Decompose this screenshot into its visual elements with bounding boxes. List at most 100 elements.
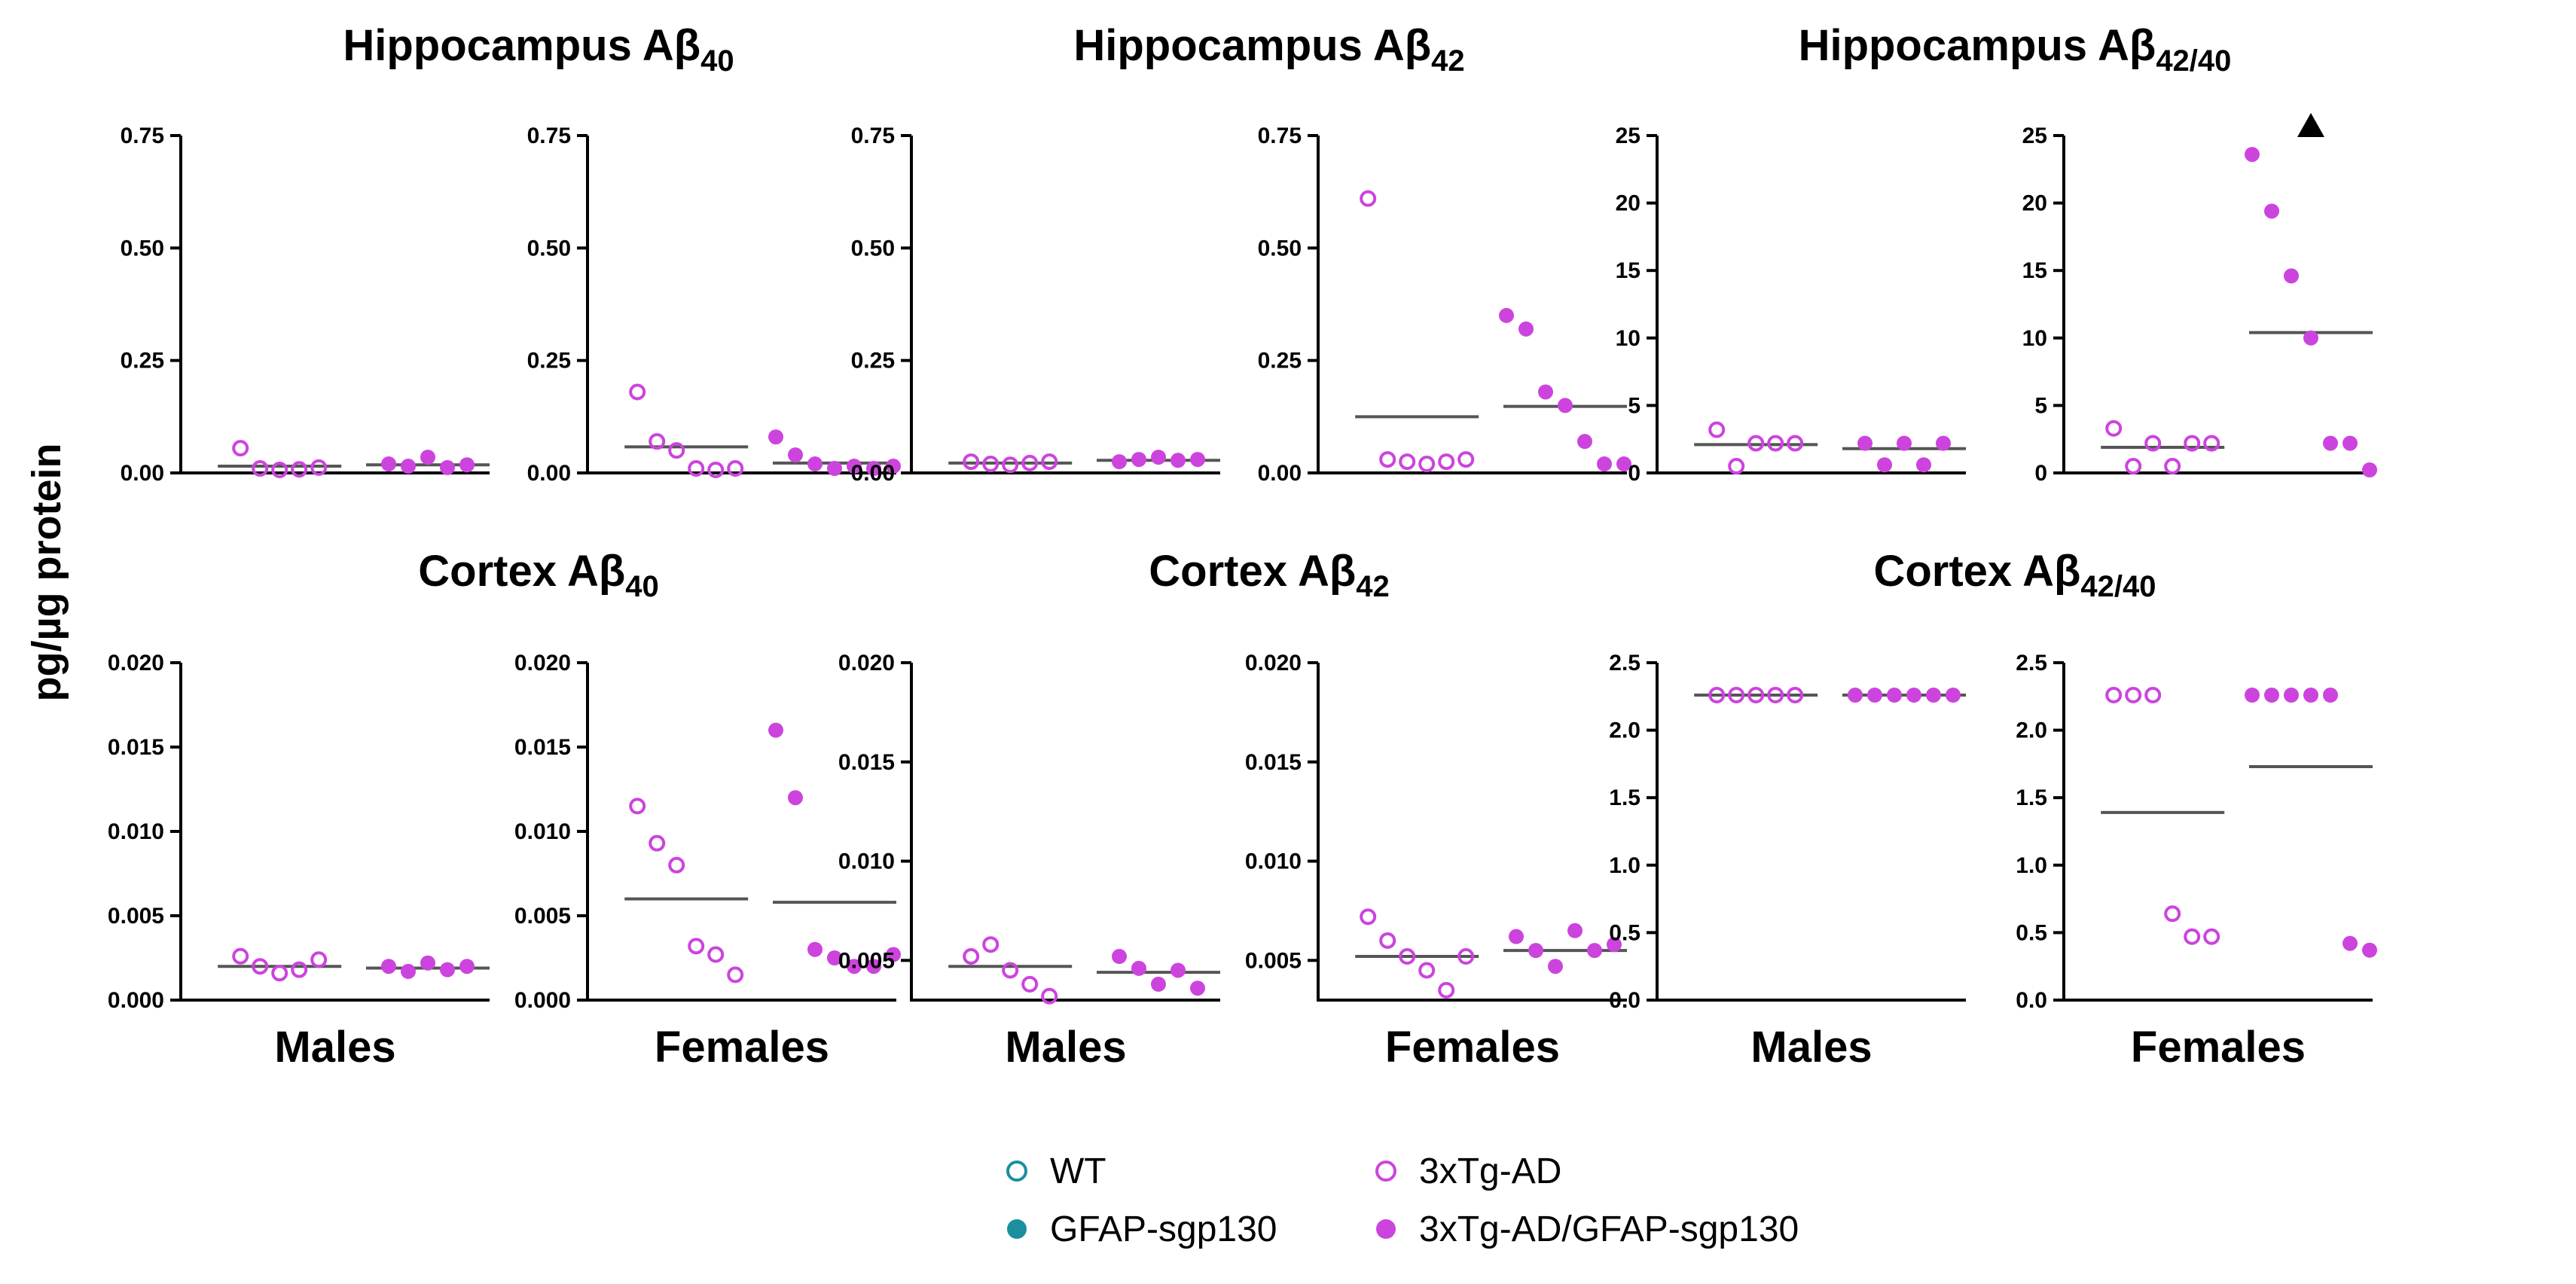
data-point [2284, 268, 2299, 284]
y-tick-label: 2.0 [2016, 718, 2047, 743]
data-point [1131, 960, 1146, 976]
data-point [1379, 451, 1396, 468]
legend-item: 3xTg-AD [1375, 1151, 1561, 1191]
data-point [827, 950, 842, 965]
y-tick-label: 0.005 [514, 904, 571, 929]
group-sgp130 [2245, 688, 2377, 958]
data-point [440, 459, 455, 475]
data-point [1112, 949, 1127, 965]
data-point [1577, 434, 1592, 450]
y-tick-label: 0.75 [851, 124, 895, 148]
y-tick-label: 0.5 [2016, 920, 2047, 945]
data-point [707, 946, 725, 963]
data-point [1767, 687, 1784, 704]
chart-1: Hippocampus Aβ42 0.00 0.25 0.50 0.75 0.00 0.25… [851, 21, 1631, 486]
data-point [1418, 962, 1436, 979]
y-tick-label: 0.020 [514, 651, 571, 676]
data-point [1399, 948, 1416, 965]
y-tick-label: 1.0 [2016, 853, 2047, 878]
y-tick-label: 0.015 [838, 750, 895, 775]
data-point [310, 459, 328, 476]
data-point [1607, 937, 1622, 953]
y-tick-label: 0.015 [108, 735, 164, 760]
y-tick-label: 0.25 [121, 349, 164, 374]
x-group-label: Males [1750, 1023, 1872, 1072]
data-point [2323, 435, 2338, 451]
data-point [807, 456, 823, 472]
legend-label: 3xTg-AD/GFAP-sgp130 [1419, 1209, 1799, 1249]
panel-females: 0.00 0.25 0.50 0.75 [527, 124, 901, 486]
group-tg [624, 798, 749, 984]
group-sgp130 [1097, 949, 1220, 996]
y-tick-label: 0.75 [527, 124, 571, 148]
group-tg [2101, 419, 2225, 475]
y-tick-label: 0.75 [1258, 124, 1302, 148]
data-point [1399, 453, 1416, 471]
panel-males: 0.00 0.25 0.50 0.75 [121, 124, 490, 486]
data-point [2105, 687, 2123, 704]
outlier-triangle-icon [2297, 113, 2324, 137]
data-point [381, 456, 396, 472]
data-point [668, 442, 685, 459]
y-tick-label: 10 [1616, 326, 1641, 351]
data-point [1379, 932, 1396, 949]
data-point [232, 440, 249, 457]
data-point [2164, 458, 2181, 475]
y-tick-label: 0.5 [1609, 920, 1641, 945]
data-point [2203, 435, 2220, 452]
data-point [1848, 688, 1863, 703]
y-tick-label: 0.75 [121, 124, 164, 148]
chart-3: Cortex Aβ40 0.000 0.005 0.010 0.015 0.020 Male… [108, 547, 901, 1072]
data-point [2245, 147, 2260, 163]
data-point [2184, 928, 2201, 945]
group-sgp130 [1842, 435, 1966, 473]
y-tick-label: 0.50 [527, 236, 571, 261]
data-point [459, 959, 475, 974]
data-point [1936, 435, 1951, 451]
group-tg [1355, 908, 1479, 999]
data-point [963, 453, 980, 471]
group-sgp130 [1842, 688, 1966, 703]
y-tick-label: 1.5 [2016, 785, 2047, 810]
data-point [982, 936, 1000, 953]
group-sgp130 [768, 429, 901, 477]
data-point [1151, 976, 1166, 992]
data-point [2264, 688, 2279, 703]
x-group-label: Males [1005, 1023, 1126, 1072]
data-point [401, 963, 416, 979]
chart-title: Hippocampus Aβ42/40 [1799, 21, 2232, 78]
panel-males: 0.0 0.5 1.0 1.5 2.0 2.5 Males [1609, 651, 1966, 1072]
panel-females: 0 5 10 15 20 25 [2022, 113, 2377, 486]
y-tick-label: 0.020 [838, 651, 895, 676]
chart-2: Hippocampus Aβ42/40 0 5 10 15 20 25 0 5 10 15 20 25 [1616, 21, 2377, 486]
data-point [1518, 321, 1534, 337]
data-point [1509, 929, 1524, 944]
data-point [2164, 905, 2181, 923]
y-tick-label: 0.015 [1245, 750, 1302, 775]
data-point [2105, 419, 2123, 437]
y-tick-label: 0.0 [2016, 988, 2047, 1013]
data-point [440, 962, 455, 977]
data-point [1021, 975, 1039, 993]
panel-males: 0.005 0.010 0.015 0.020 Males [838, 651, 1220, 1072]
y-tick-label: 2.5 [1609, 651, 1641, 676]
data-point [232, 947, 249, 965]
chart-title: Cortex Aβ42 [1149, 547, 1389, 603]
legend-item: WT [1006, 1151, 1106, 1191]
data-point [1457, 948, 1475, 965]
group-sgp130 [2245, 113, 2377, 477]
data-point [291, 461, 308, 478]
y-tick-label: 20 [1616, 191, 1641, 216]
data-point [1360, 908, 1377, 926]
y-tick-label: 0.005 [838, 948, 895, 973]
data-point [291, 961, 308, 978]
x-group-label: Males [274, 1023, 395, 1072]
data-point [2362, 942, 2377, 958]
y-tick-label: 0.00 [527, 461, 571, 486]
group-sgp130 [1499, 307, 1631, 472]
data-point [1002, 456, 1019, 474]
data-point [2284, 688, 2299, 703]
data-point [2203, 928, 2220, 945]
data-point [1418, 456, 1436, 473]
data-point [886, 947, 901, 962]
